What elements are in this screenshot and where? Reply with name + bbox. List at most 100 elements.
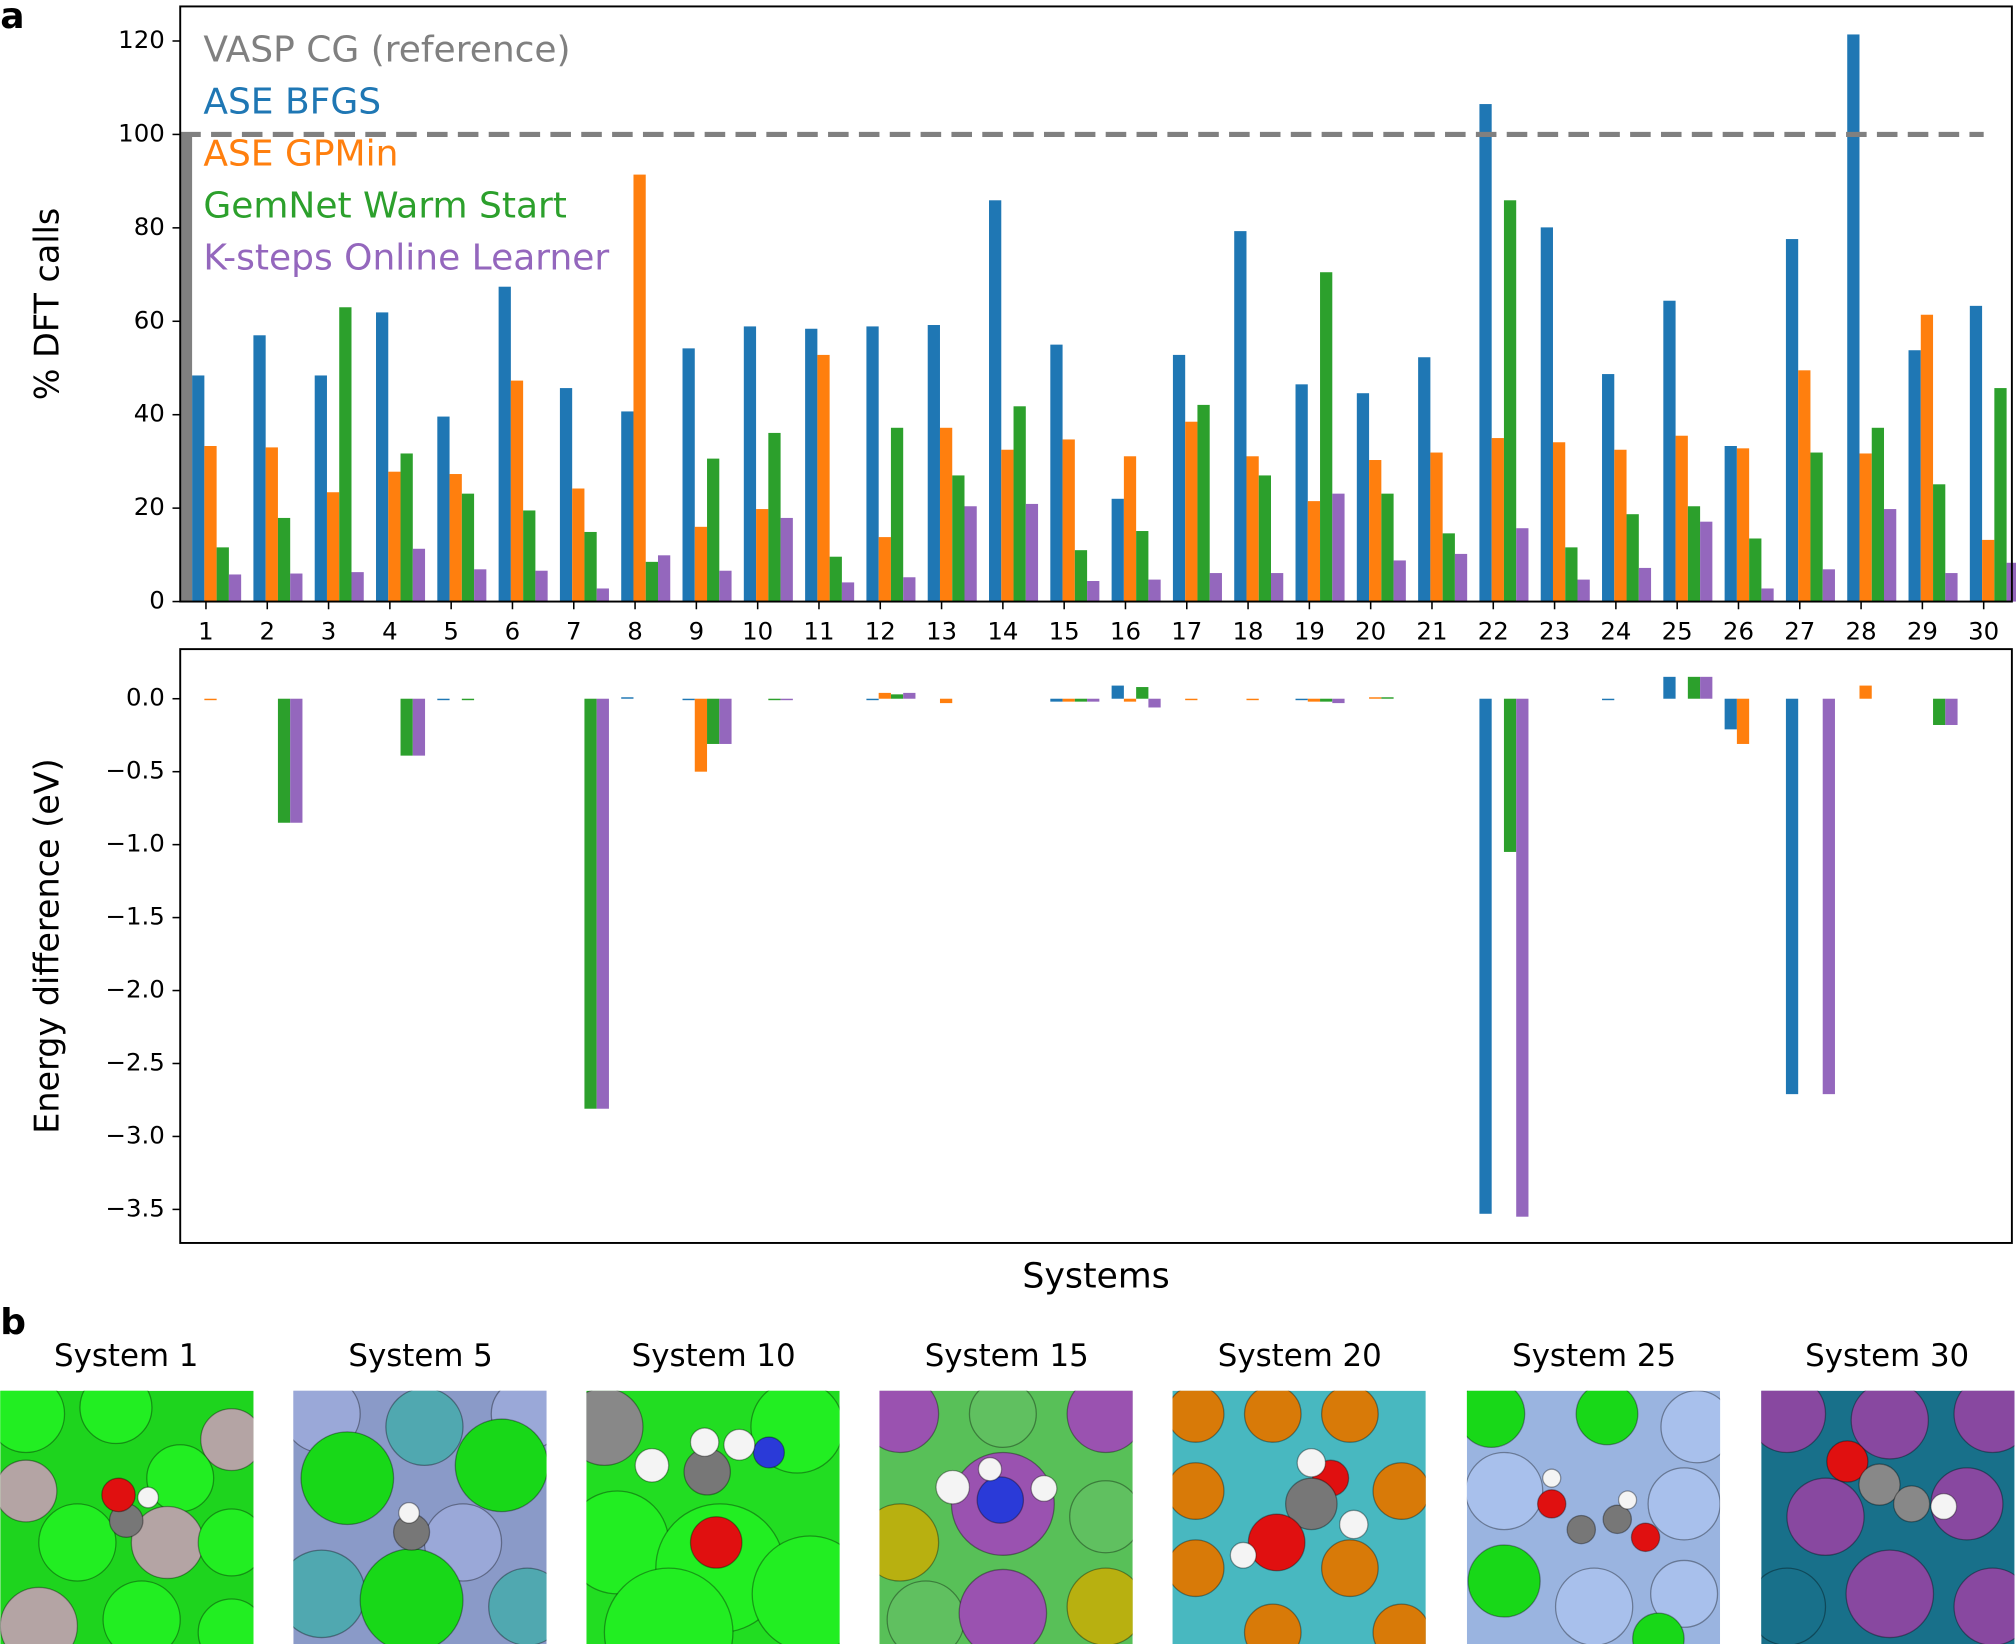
- y-tick-label: −1.5: [106, 902, 165, 931]
- bar: [1087, 581, 1100, 602]
- legend-entry: ASE BFGS: [203, 81, 381, 122]
- x-tick-label: 2: [259, 616, 275, 645]
- bar: [572, 488, 585, 602]
- y-tick-label: 0.0: [126, 683, 165, 712]
- bar: [559, 388, 573, 602]
- legend-entry: ASE GPMin: [203, 134, 398, 175]
- bar: [339, 307, 352, 602]
- bar: [1295, 698, 1308, 701]
- bar: [253, 335, 266, 602]
- bar: [1001, 449, 1014, 602]
- bar: [621, 697, 634, 699]
- bar: [1442, 533, 1455, 602]
- legend-entry: VASP CG (reference): [203, 29, 570, 70]
- bar: [1111, 498, 1124, 602]
- bar: [878, 537, 891, 602]
- bar: [1810, 452, 1823, 602]
- x-tick-label: 18: [1233, 616, 1264, 645]
- bar: [1785, 698, 1799, 1095]
- bar: [939, 427, 953, 602]
- bar: [1503, 698, 1517, 852]
- bar: [1908, 350, 1921, 602]
- bar: [707, 458, 720, 602]
- y-axis-label: Energy difference (eV): [28, 758, 67, 1133]
- bar: [1602, 698, 1615, 701]
- bar: [461, 698, 475, 701]
- bar: [756, 509, 769, 602]
- bar: [682, 698, 695, 701]
- bar: [1123, 698, 1137, 702]
- bar: [1663, 676, 1676, 699]
- bar: [1785, 239, 1799, 602]
- bar: [1369, 460, 1382, 602]
- system-title: System 30: [1805, 1338, 1969, 1374]
- bar: [1136, 531, 1149, 602]
- bar: [1736, 448, 1750, 602]
- system-title: System 10: [632, 1338, 796, 1374]
- bar: [1724, 446, 1737, 602]
- bar: [290, 698, 303, 823]
- bar: [1761, 588, 1774, 602]
- bar: [1540, 227, 1553, 602]
- bar: [1749, 538, 1762, 602]
- bar: [1822, 569, 1835, 602]
- bar: [1871, 427, 1885, 602]
- bar: [290, 573, 303, 602]
- legend-entry: K-steps Online Learner: [203, 238, 609, 279]
- bar: [1087, 698, 1100, 702]
- x-tick-label: 5: [443, 616, 459, 645]
- bar: [1700, 676, 1713, 699]
- y-tick-label: −0.5: [106, 756, 165, 785]
- y-tick-label: −3.0: [106, 1120, 165, 1149]
- bar: [1663, 300, 1676, 602]
- bar: [584, 531, 597, 602]
- bar: [841, 582, 855, 602]
- bar: [510, 380, 524, 602]
- panel-label: b: [0, 1302, 26, 1343]
- bar: [1136, 687, 1149, 699]
- bar: [437, 416, 450, 602]
- bar: [400, 453, 413, 602]
- x-tick-label: 7: [566, 616, 582, 645]
- bar: [657, 555, 671, 602]
- y-tick-label: −2.0: [106, 975, 165, 1004]
- bar: [412, 698, 426, 756]
- bar: [1172, 354, 1186, 602]
- bar: [412, 548, 426, 602]
- bar: [903, 577, 916, 602]
- system-title: System 1: [54, 1338, 198, 1374]
- system-image: [1466, 1390, 1721, 1644]
- bar: [1123, 456, 1137, 602]
- bar: [1209, 573, 1222, 602]
- bar: [939, 698, 953, 704]
- bar: [1185, 421, 1198, 602]
- bar: [927, 325, 940, 602]
- x-tick-label: 22: [1478, 616, 1509, 645]
- bar: [645, 561, 658, 602]
- bar: [1516, 698, 1529, 1217]
- bar: [952, 475, 965, 602]
- bar: [216, 547, 229, 602]
- bar: [694, 526, 708, 602]
- x-tick-label: 3: [321, 616, 337, 645]
- bar: [682, 348, 695, 602]
- bar: [768, 698, 781, 701]
- bar: [596, 698, 609, 1109]
- bar: [437, 698, 450, 701]
- bar: [989, 200, 1002, 602]
- bar: [890, 694, 904, 699]
- bar: [376, 312, 389, 602]
- bar: [707, 698, 720, 744]
- bar: [1393, 560, 1406, 602]
- bar: [1994, 388, 2007, 602]
- y-tick-label: 80: [134, 212, 165, 241]
- bar: [474, 569, 487, 602]
- x-tick-label: 30: [1968, 616, 1999, 645]
- bar: [1111, 685, 1124, 699]
- bar: [817, 354, 830, 602]
- bar: [1675, 435, 1688, 602]
- bar: [1050, 344, 1063, 602]
- bar: [1369, 697, 1382, 699]
